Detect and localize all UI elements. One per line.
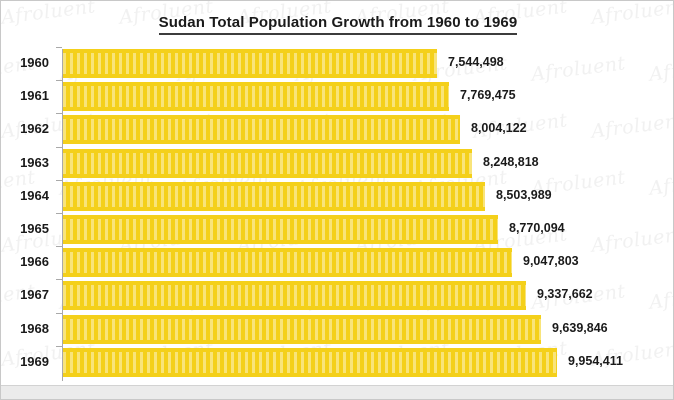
value-label-1961: 7,769,475 bbox=[460, 88, 516, 103]
value-label-1962: 8,004,122 bbox=[471, 121, 527, 136]
bar-cap-bottom bbox=[63, 339, 541, 344]
bar-1964[interactable] bbox=[63, 181, 485, 211]
axis-tick bbox=[56, 80, 62, 82]
axis-tick bbox=[56, 345, 62, 347]
value-label-1966: 9,047,803 bbox=[523, 254, 579, 269]
axis-tick bbox=[56, 146, 62, 148]
category-label-1960: 1960 bbox=[20, 55, 49, 70]
bar-cap-top bbox=[63, 314, 541, 319]
bar-cap-top bbox=[63, 347, 557, 352]
bar-1969[interactable] bbox=[63, 347, 557, 377]
footer-band bbox=[1, 385, 673, 399]
chart-row: 1966 9,047,803 bbox=[1, 246, 673, 279]
bar-cap-top bbox=[63, 115, 460, 120]
category-label-1968: 1968 bbox=[20, 320, 49, 336]
axis-tick bbox=[56, 279, 62, 281]
bar-cap-bottom bbox=[63, 240, 498, 244]
chart-row: 1964 8,503,989 bbox=[1, 179, 673, 213]
bar-cap-bottom bbox=[63, 306, 526, 311]
bar-1968[interactable] bbox=[63, 314, 541, 344]
chart-row: 1969 9,954,411 bbox=[1, 345, 673, 379]
bar-1965[interactable] bbox=[63, 215, 498, 244]
bar-1966[interactable] bbox=[63, 248, 512, 278]
chart-row: 1962 8,004,122 bbox=[1, 113, 673, 146]
axis-tick bbox=[56, 113, 62, 115]
bar-1961[interactable] bbox=[63, 82, 449, 112]
category-label-1961: 1961 bbox=[20, 88, 49, 104]
bar-cap-bottom bbox=[63, 140, 460, 145]
bar-cap-bottom bbox=[63, 273, 512, 278]
category-label-1969: 1969 bbox=[20, 353, 49, 369]
category-label-1965: 1965 bbox=[20, 221, 49, 236]
title-container: Sudan Total Population Growth from 1960 … bbox=[1, 14, 673, 35]
bar-cap-bottom bbox=[63, 372, 557, 377]
category-label-1963: 1963 bbox=[20, 154, 49, 170]
chart-row: 1967 9,337,662 bbox=[1, 279, 673, 312]
category-label-1964: 1964 bbox=[20, 187, 49, 203]
value-label-1967: 9,337,662 bbox=[537, 287, 593, 302]
bar-cap-bottom bbox=[63, 107, 449, 112]
value-label-1968: 9,639,846 bbox=[552, 320, 608, 335]
bar-cap-top bbox=[63, 215, 498, 219]
bar-cap-top bbox=[63, 49, 437, 53]
value-label-1960: 7,544,498 bbox=[448, 55, 504, 69]
bar-cap-top bbox=[63, 82, 449, 87]
chart-row: 1965 8,770,094 bbox=[1, 213, 673, 246]
bar-1963[interactable] bbox=[63, 148, 472, 178]
bar-cap-top bbox=[63, 181, 485, 186]
category-label-1966: 1966 bbox=[20, 254, 49, 270]
category-label-1962: 1962 bbox=[20, 121, 49, 137]
bar-1960[interactable] bbox=[63, 49, 437, 78]
bar-cap-top bbox=[63, 148, 472, 153]
axis-tick bbox=[56, 47, 62, 48]
bar-1967[interactable] bbox=[63, 281, 526, 311]
axis-tick bbox=[56, 246, 62, 248]
chart-row: 1960 7,544,498 bbox=[1, 47, 673, 80]
category-label-1967: 1967 bbox=[20, 287, 49, 303]
value-label-1969: 9,954,411 bbox=[568, 353, 623, 368]
value-label-1964: 8,503,989 bbox=[496, 187, 552, 202]
page-title: Sudan Total Population Growth from 1960 … bbox=[158, 14, 518, 35]
bar-cap-bottom bbox=[63, 206, 485, 211]
bar-cap-top bbox=[63, 248, 512, 253]
axis-tick bbox=[56, 213, 62, 214]
value-label-1965: 8,770,094 bbox=[509, 221, 565, 235]
chart-row: 1963 8,248,818 bbox=[1, 146, 673, 180]
bar-cap-bottom bbox=[63, 173, 472, 178]
chart-row: 1961 7,769,475 bbox=[1, 80, 673, 113]
chart-row: 1968 9,639,846 bbox=[1, 312, 673, 346]
value-label-1963: 8,248,818 bbox=[483, 154, 539, 169]
axis-tick bbox=[56, 179, 62, 181]
axis-tick bbox=[56, 312, 62, 314]
bar-cap-top bbox=[63, 281, 526, 286]
bar-cap-bottom bbox=[63, 74, 437, 78]
plot-area: 1960 7,544,498 1961 7,769,475 1962 8,004,122 1… bbox=[1, 47, 673, 385]
bar-1962[interactable] bbox=[63, 115, 460, 145]
y-axis-line bbox=[62, 49, 63, 381]
